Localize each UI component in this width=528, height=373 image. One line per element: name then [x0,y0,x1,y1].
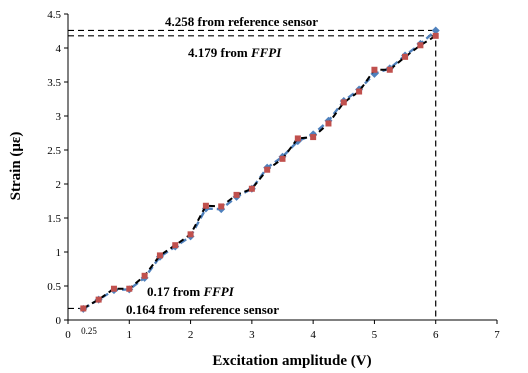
series-ffpi-point [95,296,102,303]
y-tick-label: 1 [56,247,62,259]
y-tick-label: 4.5 [47,9,61,21]
y-tick-label: 0 [56,315,62,327]
y-axis-title: Strain (με) [8,132,24,201]
y-tick-label: 2.5 [47,145,61,157]
series-ffpi-point [80,305,87,312]
x-axis-title: Excitation amplitude (V) [212,353,371,369]
annotation-top-reference: 4.258 from reference sensor [165,14,318,29]
x-tick-label: 0 [65,329,71,341]
axes: 0 0.5 1 1.5 2 2.5 3 3.5 4 4.5 0 1 2 3 4 5 6 7 [47,9,500,341]
series-ffpi-point [218,203,225,210]
annotation-bottom-ffpi-name: FFPI [202,284,234,299]
series-ffpi-point [417,42,424,49]
series-ffpi-point [264,166,271,173]
series-ffpi-point [371,66,378,73]
series-ffpi-point [402,53,409,60]
x-tick-label: 3 [249,329,255,341]
series-ffpi-point [432,32,439,39]
y-tick-label: 2 [56,179,62,191]
series-ffpi-point [310,134,317,141]
series-ffpi-point [233,191,240,198]
series-ffpi-point [279,155,286,162]
series-ffpi-point [126,285,133,292]
reference-guide-lines [68,29,437,320]
series-layer [79,26,440,313]
x-tick-label: 6 [433,329,439,341]
labels: Strain (με) Excitation amplitude (V) 4.2… [8,14,372,369]
series-ffpi-point [156,252,163,259]
series-ffpi-point [141,272,148,279]
series-reference-line [82,29,437,310]
annotation-top-ffpi: 4.179 from FFPI [188,45,282,60]
series-ffpi-point [172,242,179,249]
annotation-top-ffpi-name: FFPI [250,45,282,60]
y-tick-label: 3 [56,111,62,123]
series-ffpi-point [110,285,117,292]
x-tick-label: 1 [127,329,133,341]
x-tick-label: 2 [188,329,194,341]
series-ffpi-point [248,185,255,192]
annotation-top-ffpi-value: 4.179 from [188,45,251,60]
x-tick-label: 5 [372,329,378,341]
x-tick-label: 4 [310,329,316,341]
series-ffpi-point [340,99,347,106]
y-tick-label: 1.5 [47,213,61,225]
series-ffpi-point [187,231,194,238]
series-ffpi-point [325,120,332,127]
y-tick-label: 0.5 [47,281,61,293]
y-tick-label: 3.5 [47,77,61,89]
annotation-bottom-ffpi-value: 0.17 from [147,284,203,299]
series-ffpi-point [294,135,301,142]
series-ffpi-point [202,202,209,209]
x-tick-label: 7 [494,329,500,341]
annotation-bottom-reference: 0.164 from reference sensor [126,302,279,317]
series-ffpi-point [386,66,393,73]
series-reference-point [431,26,440,35]
x-tick-extra-label: 0.25 [81,326,97,336]
y-tick-label: 4 [56,43,62,55]
series-ffpi-point [356,88,363,95]
annotation-bottom-ffpi: 0.17 from FFPI [147,284,235,299]
series-ffpi-line [82,34,437,310]
